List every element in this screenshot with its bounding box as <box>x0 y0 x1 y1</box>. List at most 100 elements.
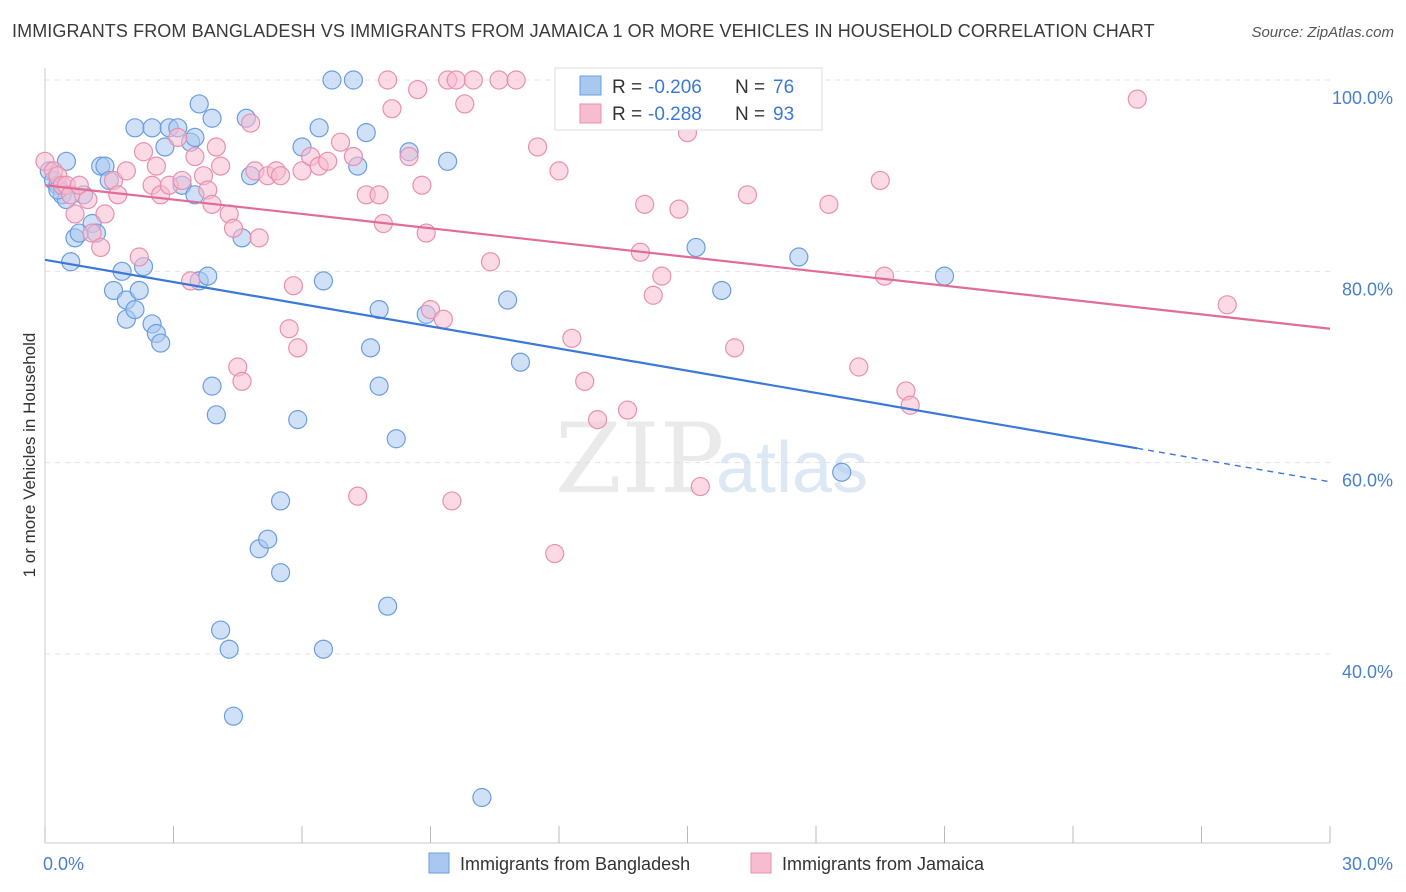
trend-lines <box>44 184 1331 483</box>
y-tick-label-2: 60.0% <box>1342 471 1393 491</box>
point-series0-41 <box>223 706 244 726</box>
point-series1-23 <box>181 271 201 291</box>
point-series1-11 <box>95 204 115 224</box>
point-series1-40 <box>279 319 299 339</box>
point-series0-52 <box>343 70 363 90</box>
point-series0-24 <box>142 118 162 138</box>
point-series1-82 <box>737 185 758 205</box>
point-series1-42 <box>283 276 304 296</box>
point-series0-68 <box>789 247 809 267</box>
stats-r-value-jamaica: -0.288 <box>648 104 702 125</box>
legend-swatch-bangladesh <box>428 852 450 874</box>
point-series0-56 <box>369 376 389 396</box>
point-series1-72 <box>575 371 595 391</box>
point-series1-31 <box>223 218 244 238</box>
point-series1-24 <box>185 146 205 167</box>
point-series1-90 <box>1217 295 1237 315</box>
point-series0-33 <box>206 405 226 425</box>
point-series1-15 <box>129 247 149 267</box>
legend-label-bangladesh: Immigrants from Bangladesh <box>460 854 690 874</box>
point-series0-64 <box>498 290 518 310</box>
point-series1-56 <box>408 79 428 100</box>
point-series1-51 <box>369 185 389 205</box>
point-series1-28 <box>206 137 226 157</box>
point-series1-65 <box>463 70 483 90</box>
point-series0-63 <box>472 787 492 808</box>
watermark-zip: ZIP <box>555 403 724 515</box>
stats-swatch-jamaica <box>579 103 602 124</box>
point-series1-92 <box>545 543 565 564</box>
point-series1-41 <box>288 338 308 358</box>
point-series1-8 <box>78 189 98 210</box>
point-series1-14 <box>116 161 136 181</box>
point-series1-39 <box>270 166 291 186</box>
point-series0-35 <box>202 108 222 128</box>
point-series1-80 <box>690 476 710 497</box>
point-series1-69 <box>527 137 548 157</box>
stats-swatch-bangladesh <box>579 75 602 96</box>
trend-line-series1 <box>44 184 1331 330</box>
point-series0-54 <box>356 123 376 143</box>
source-credit: Source: ZipAtlas.com <box>1251 24 1394 41</box>
stats-n-value-bangladesh: 76 <box>773 77 794 98</box>
point-series0-74 <box>155 137 175 157</box>
point-series1-47 <box>330 132 351 152</box>
point-series1-36 <box>249 228 269 248</box>
axes <box>44 68 1331 844</box>
point-series1-88 <box>900 395 920 415</box>
data-points <box>35 70 1237 808</box>
point-series1-64 <box>455 94 475 114</box>
chart-title: IMMIGRANTS FROM BANGLADESH VS IMMIGRANTS… <box>12 21 1155 41</box>
legend-swatch-jamaica <box>750 852 772 874</box>
point-series1-84 <box>849 357 869 377</box>
point-series1-73 <box>587 410 608 430</box>
point-series1-22 <box>172 170 192 191</box>
point-series0-50 <box>313 639 334 659</box>
point-series1-9 <box>82 223 102 243</box>
y-tick-label-1: 80.0% <box>1342 279 1393 299</box>
point-series1-21 <box>168 127 188 147</box>
x-tick-label-0: 0.0% <box>43 854 84 874</box>
stats-n-value-jamaica: 93 <box>773 104 794 125</box>
trend-extension-series0 <box>1137 447 1331 483</box>
point-series1-66 <box>480 252 501 272</box>
point-series0-66 <box>686 237 706 258</box>
point-series0-59 <box>386 429 406 449</box>
point-series1-29 <box>211 156 231 176</box>
point-series0-5 <box>56 151 77 171</box>
x-tick-label-1: 30.0% <box>1342 854 1393 874</box>
point-series0-46 <box>288 410 308 430</box>
point-series1-63 <box>446 70 466 90</box>
point-series1-54 <box>382 99 402 119</box>
point-series0-65 <box>510 352 531 372</box>
point-series1-61 <box>442 491 462 511</box>
point-series1-49 <box>348 486 368 506</box>
point-series0-51 <box>322 70 342 90</box>
point-series0-67 <box>712 280 732 301</box>
stats-r-label-jamaica: R = <box>612 104 642 125</box>
stats-legend-box: R = -0.206 N = 76 R = -0.288 N = 93 <box>554 67 823 131</box>
stats-n-label-jamaica: N = <box>735 104 765 125</box>
point-series1-46 <box>318 151 338 171</box>
point-series0-62 <box>438 151 458 171</box>
point-series1-6 <box>65 204 85 224</box>
point-series0-22 <box>151 333 171 353</box>
point-series1-68 <box>506 70 526 90</box>
point-series1-16 <box>133 142 154 162</box>
point-series0-70 <box>934 266 955 286</box>
point-series0-34 <box>189 94 209 114</box>
point-series1-70 <box>549 161 569 181</box>
trend-line-series0 <box>44 258 1138 450</box>
point-series0-43 <box>258 529 278 549</box>
point-series1-67 <box>489 70 509 90</box>
point-series1-34 <box>241 113 261 133</box>
y-axis-label: 1 or more Vehicles in Household <box>20 333 39 578</box>
point-series1-18 <box>146 156 166 176</box>
point-series1-85 <box>870 170 890 191</box>
point-series0-58 <box>378 596 398 616</box>
y-tick-label-3: 40.0% <box>1342 662 1393 682</box>
point-series0-40 <box>219 639 239 659</box>
point-series1-57 <box>412 175 432 195</box>
y-tick-labels: 100.0% 80.0% 60.0% 40.0% <box>1332 88 1393 682</box>
